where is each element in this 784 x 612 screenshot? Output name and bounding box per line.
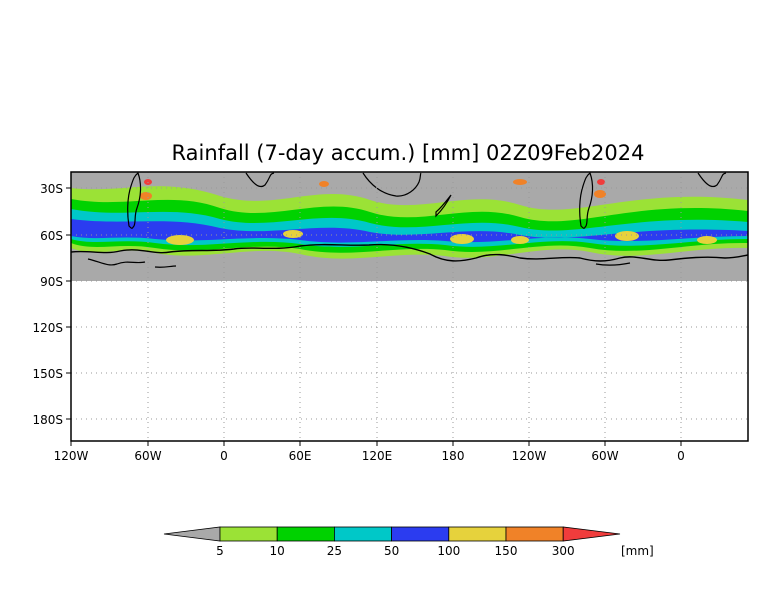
colorbar-tick-label: 300 — [552, 544, 575, 558]
lon-label: 120W — [54, 449, 89, 463]
antarctica-outline — [71, 243, 748, 268]
precip-heavy-cells — [140, 179, 717, 245]
colorbar-below-triangle — [163, 526, 221, 542]
lon-label: 120E — [362, 449, 393, 463]
colorbar-above-triangle — [562, 526, 621, 542]
plot-area — [70, 171, 749, 442]
colorbar-segments — [163, 526, 621, 542]
colorbar-tick-label: 25 — [327, 544, 342, 558]
lon-label: 180 — [442, 449, 465, 463]
lat-label: 150S — [32, 367, 63, 381]
lat-label: 60S — [40, 229, 63, 243]
colorbar-tick-label: 100 — [437, 544, 460, 558]
lon-label: 60E — [289, 449, 312, 463]
longitude-labels: 120W 60W 0 60E 120E 180 120W 60W 0 — [54, 441, 685, 463]
colorbar-labels: 5 10 25 50 100 150 300 — [216, 544, 574, 558]
lat-label: 90S — [40, 275, 63, 289]
lat-label: 120S — [32, 321, 63, 335]
lon-label: 0 — [677, 449, 685, 463]
colorbar-tick-label: 150 — [495, 544, 518, 558]
colorbar-tick-label: 50 — [384, 544, 399, 558]
colorbar-segment — [505, 526, 564, 542]
colorbar-tick-label: 10 — [270, 544, 285, 558]
colorbar-segment — [448, 526, 507, 542]
colorbar-segment — [333, 526, 392, 542]
colorbar-tick-label: 5 — [216, 544, 224, 558]
colorbar-segment — [219, 526, 278, 542]
colorbar-segment — [276, 526, 335, 542]
plot-frame — [70, 171, 749, 442]
latitude-labels: 30S 60S 90S 120S 150S 180S — [32, 182, 71, 427]
lon-label: 120W — [512, 449, 547, 463]
map-title: Rainfall (7-day accum.) [mm] 02Z09Feb202… — [172, 141, 645, 165]
precip-band-blue — [71, 219, 748, 243]
lon-label: 60W — [134, 449, 161, 463]
colorbar-segment — [391, 526, 450, 542]
lat-label: 180S — [32, 413, 63, 427]
colorbar-unit-label: [mm] — [621, 544, 654, 558]
lon-label: 0 — [220, 449, 228, 463]
colorbar: 5 10 25 50 100 150 300 [mm] — [163, 526, 654, 558]
lon-label: 60W — [591, 449, 618, 463]
precip-field — [71, 172, 748, 268]
lat-label: 30S — [40, 182, 63, 196]
